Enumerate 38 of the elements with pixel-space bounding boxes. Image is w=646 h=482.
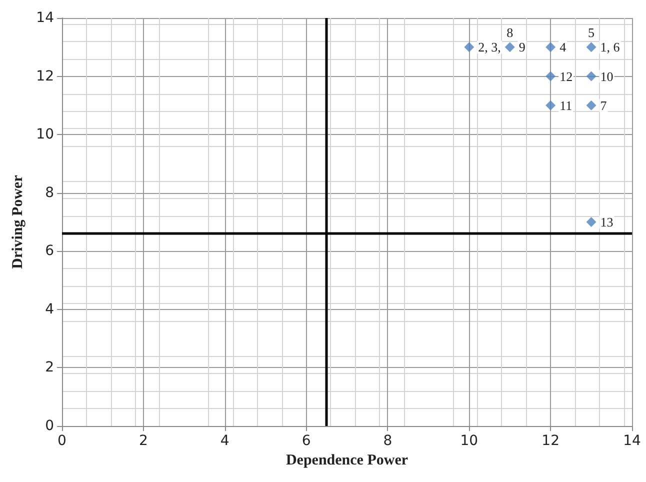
point — [586, 100, 596, 110]
y-tick-label: 0 — [45, 418, 54, 434]
point — [586, 42, 596, 52]
annotation: 12 — [560, 68, 573, 84]
annotation: 8 — [506, 25, 514, 40]
y-tick-label: 6 — [45, 243, 54, 260]
y-tick-label: 14 — [36, 10, 54, 26]
point — [464, 42, 474, 52]
annotation: 7 — [600, 98, 608, 113]
point — [546, 71, 556, 82]
x-tick-label: 8 — [383, 433, 392, 449]
annotation: 2, 3, — [478, 40, 501, 55]
annotation: 5 — [588, 25, 595, 40]
x-tick-label: 2 — [138, 433, 148, 449]
y-tick-label: 4 — [45, 301, 54, 318]
x-tick-label: 6 — [302, 433, 311, 449]
point — [546, 42, 556, 52]
point — [504, 42, 515, 52]
x-tick-label: 0 — [58, 433, 66, 449]
annotation: 11 — [560, 98, 572, 113]
y-tick-label: 10 — [36, 126, 54, 143]
point — [546, 100, 556, 110]
y-axis-title: Driving Power — [10, 174, 26, 269]
y-tick-label: 12 — [36, 68, 54, 84]
annotation: 9 — [518, 40, 526, 55]
x-tick-label: 4 — [220, 433, 230, 449]
annotation: 10 — [600, 68, 614, 84]
y-tick-label: 2 — [45, 360, 54, 376]
x-tick-label: 12 — [542, 433, 560, 449]
point — [586, 71, 596, 82]
point — [586, 217, 596, 227]
x-axis-title: Dependence Power — [286, 452, 408, 468]
annotation: 4 — [560, 40, 567, 55]
annotation: 1, 6 — [600, 40, 620, 55]
annotation: 13 — [600, 214, 614, 230]
x-tick-label: 14 — [623, 433, 641, 449]
y-tick-label: 8 — [45, 184, 54, 201]
x-tick-label: 10 — [460, 433, 478, 449]
